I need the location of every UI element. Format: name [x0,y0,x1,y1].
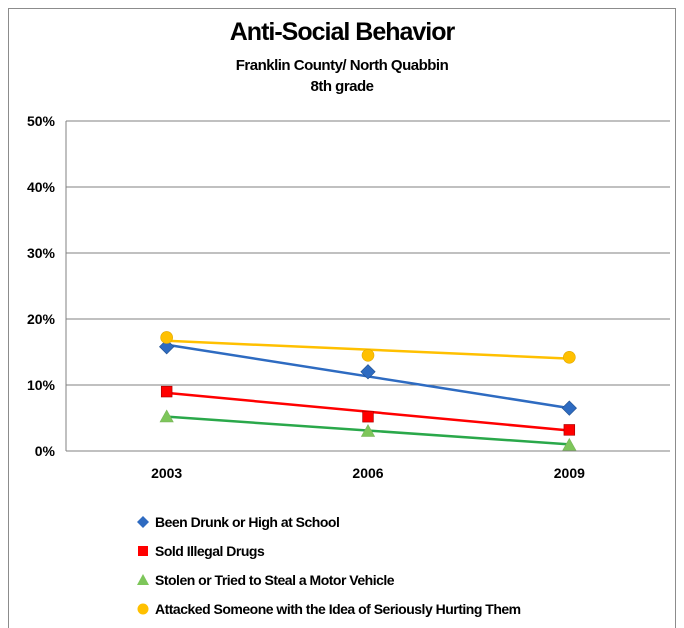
data-point [160,385,173,398]
data-point [563,424,576,436]
data-point [159,409,174,423]
legend-label: Stolen or Tried to Steal a Motor Vehicle [155,571,395,588]
y-tick-label: 30% [27,245,56,261]
data-point [360,364,376,380]
legend-diamond-icon [137,515,149,528]
y-tick-label: 50% [27,113,56,129]
data-point [159,339,175,355]
data-point [562,437,577,451]
chart-subtitle-grade: 8th grade [310,78,374,95]
legend-circle-icon [137,603,149,614]
data-point [561,400,577,416]
legend-square-icon [138,545,148,556]
legend-item: Sold Illegal Drugs [136,536,521,565]
chart-frame [8,8,676,628]
legend-label: Been Drunk or High at School [155,513,340,530]
legend-item: Stolen or Tried to Steal a Motor Vehicle [136,565,521,594]
legend-label: Sold Illegal Drugs [155,542,265,559]
x-tick-label: 2006 [352,465,383,481]
chart-subtitle-region: Franklin County/ North Quabbin [235,57,449,74]
data-point [160,331,173,344]
data-point [563,350,576,364]
data-point [362,410,374,423]
data-point [361,348,375,362]
chart-title: Anti-Social Behavior [229,18,456,46]
legend-item: Attacked Someone with the Idea of Seriou… [136,594,521,623]
y-tick-label: 20% [27,311,56,327]
chart-legend: Been Drunk or High at School Sold Illegal… [136,507,521,623]
y-tick-label: 40% [27,179,56,195]
y-tick-label: 10% [27,377,56,393]
y-tick-label: 0% [35,443,56,459]
x-tick-label: 2003 [151,465,182,481]
legend-triangle-icon [137,573,149,585]
legend-label: Attacked Someone with the Idea of Seriou… [155,600,521,617]
x-tick-label: 2009 [554,465,585,481]
data-point [360,423,376,437]
line-chart: 0% 10% 20% 30% 40% 50% 2003 2006 2009 [27,113,670,481]
legend-item: Been Drunk or High at School [136,507,521,536]
